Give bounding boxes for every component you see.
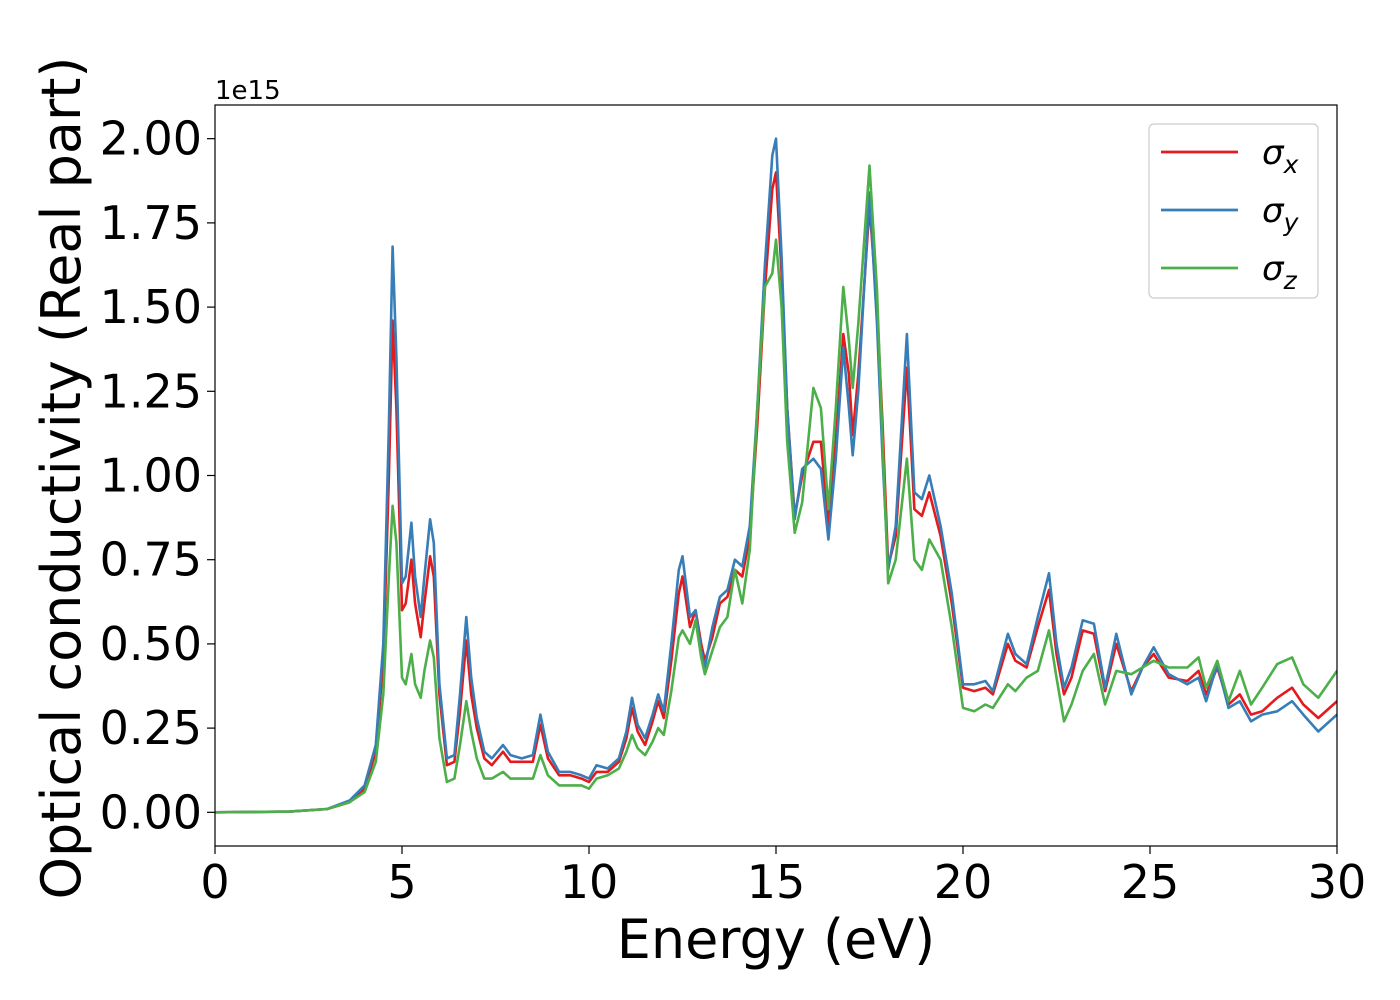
x-axis-ticks: 0 5 10 15 20 25 30: [200, 846, 1366, 909]
y-tick-label: 1.50: [100, 280, 202, 334]
y-offset-label: 1e15: [215, 76, 281, 106]
x-tick-label: 10: [560, 855, 619, 909]
y-tick-label: 1.25: [100, 364, 202, 418]
x-tick-label: 30: [1308, 855, 1367, 909]
legend-label-z: σz: [1262, 249, 1298, 295]
x-tick-label: 0: [200, 855, 229, 909]
series-layer: [215, 137, 1337, 814]
y-tick-label: 2.00: [100, 112, 202, 166]
x-axis-title: Energy (eV): [617, 908, 936, 971]
y-tick-label: 1.00: [100, 449, 202, 503]
y-tick-label: 0.75: [100, 533, 202, 587]
legend-label-x: σx: [1262, 133, 1299, 179]
legend-label-y: σy: [1262, 191, 1300, 237]
x-tick-label: 20: [934, 855, 993, 909]
y-tick-label: 0.50: [100, 617, 202, 671]
series-line-z: [215, 164, 1337, 814]
y-axis-ticks: 0.00 0.25 0.50 0.75 1.00 1.25 1.50 1.75 2.00: [100, 112, 215, 839]
y-tick-label: 0.00: [100, 785, 202, 839]
x-tick-label: 25: [1121, 855, 1180, 909]
y-axis-title: Optical conductivity (Real part): [30, 57, 93, 900]
legend: σx σy σz: [1148, 123, 1319, 299]
y-tick-label: 1.75: [100, 196, 202, 250]
x-tick-label: 5: [387, 855, 416, 909]
y-tick-label: 0.25: [100, 701, 202, 755]
x-tick-label: 15: [747, 855, 806, 909]
